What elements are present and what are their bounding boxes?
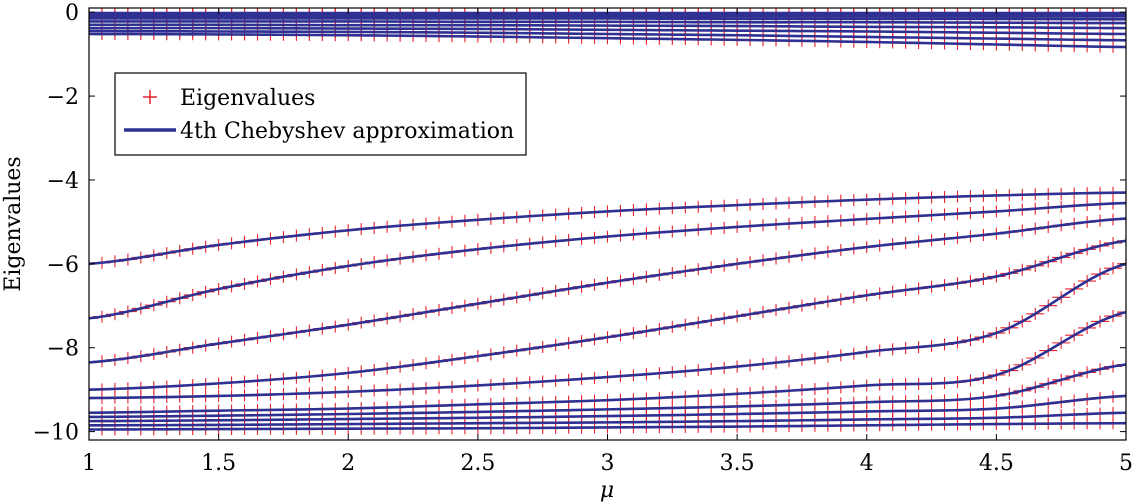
chebyshev-line-16	[89, 363, 1126, 419]
chebyshev-line-9	[89, 32, 1126, 49]
chebyshev-line-4	[89, 17, 1126, 21]
legend-marker-icon	[143, 90, 157, 104]
x-axis-title: μ	[600, 478, 614, 503]
x-tick-label: 2	[341, 451, 355, 476]
axes: 1 1.5 2 2.5 3 3.5 4 4.5 5 0 −2 −4 −6 −8 −10	[33, 1, 1133, 476]
chebyshev-lines	[89, 11, 1126, 431]
x-tick-label: 1.5	[201, 451, 236, 476]
eigenvalue-series-15	[89, 306, 1126, 419]
chebyshev-line-15	[89, 310, 1126, 415]
x-tick-label: 3.5	[720, 451, 755, 476]
legend-label-chebyshev: 4th Chebyshev approximation	[180, 119, 514, 144]
chebyshev-line-6	[89, 23, 1126, 30]
chebyshev-line-11	[89, 201, 1126, 320]
x-tick-label: 2.5	[460, 451, 495, 476]
chebyshev-line-17	[89, 394, 1126, 423]
eigenvalue-marker	[1117, 306, 1126, 319]
chebyshev-line-19	[89, 421, 1126, 431]
y-tick-label: −2	[47, 85, 79, 110]
chebyshev-line-10	[89, 191, 1126, 266]
y-axis-title: Eigenvalues	[1, 156, 26, 291]
chebyshev-line-14	[89, 262, 1126, 400]
legend: Eigenvalues 4th Chebyshev approximation	[114, 72, 527, 156]
x-tick-label: 5	[1119, 451, 1133, 476]
x-tick-label: 4.5	[979, 451, 1014, 476]
eigenvalue-series-16	[89, 358, 1126, 423]
chebyshev-line-18	[89, 411, 1126, 427]
eigenvalue-series-11	[89, 197, 1126, 325]
x-tick-label: 4	[860, 451, 874, 476]
legend-label-eigenvalues: Eigenvalues	[180, 86, 315, 111]
chebyshev-line-5	[89, 20, 1126, 25]
legend-box	[114, 72, 527, 156]
chebyshev-line-12	[89, 217, 1126, 364]
x-tick-label: 1	[82, 451, 96, 476]
y-tick-label: −6	[47, 253, 79, 278]
y-tick-label: −10	[33, 421, 79, 446]
y-tick-label: −8	[47, 337, 79, 362]
eigenvalue-series-10	[89, 186, 1126, 270]
y-tick-label: 0	[65, 1, 79, 26]
x-tick-label: 3	[601, 451, 615, 476]
eigenvalue-markers	[89, 8, 1126, 436]
chebyshev-line-7	[89, 26, 1126, 36]
chebyshev-line-8	[89, 29, 1126, 42]
eigenvalue-series-13	[89, 234, 1126, 396]
chebyshev-line-13	[89, 239, 1126, 391]
y-tick-label: −4	[47, 169, 79, 194]
